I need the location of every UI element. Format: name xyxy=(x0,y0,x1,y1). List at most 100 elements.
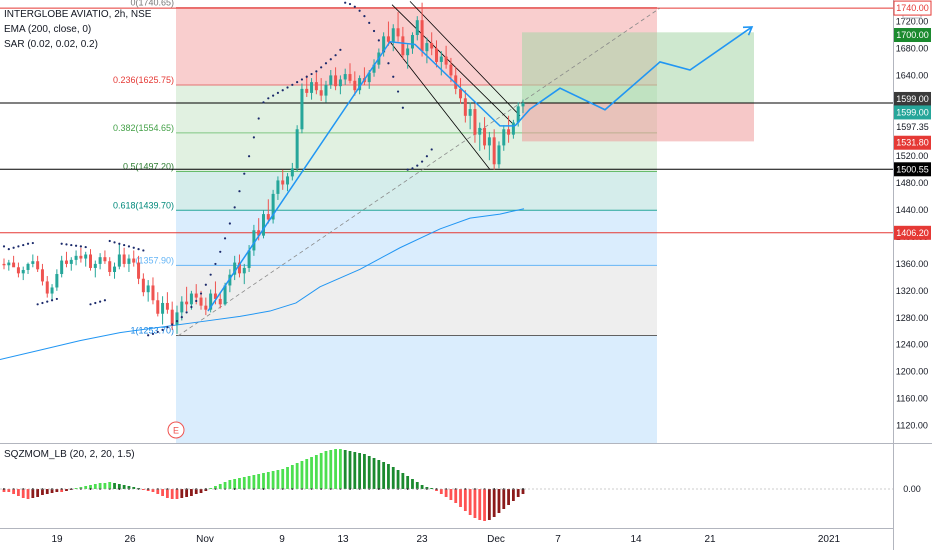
momentum-bar xyxy=(516,489,520,497)
event-marker-label: E xyxy=(173,426,179,436)
fib-label: 0(1740.65) xyxy=(130,0,174,8)
candle-body xyxy=(2,263,6,266)
candle-body xyxy=(161,302,165,314)
sar-dot xyxy=(324,62,328,65)
candle xyxy=(113,262,117,279)
momentum-bar xyxy=(343,450,347,489)
sar-dot xyxy=(118,242,121,245)
sar-dot xyxy=(166,326,169,329)
sar-dot xyxy=(262,101,265,104)
momentum-bar xyxy=(252,475,256,489)
sar-dot xyxy=(411,167,414,170)
y-tick-label: 1280.00 xyxy=(896,313,929,323)
candle xyxy=(204,297,208,316)
candle-body xyxy=(492,137,496,165)
price-badge-label: 1500.55 xyxy=(896,164,929,174)
candle-body xyxy=(151,285,155,301)
candle xyxy=(454,67,458,95)
momentum-bar xyxy=(324,451,328,489)
candle-body xyxy=(45,281,49,294)
price-badge-label: 1531.80 xyxy=(896,138,929,148)
sar-legend: SAR (0.02, 0.02, 0.2) xyxy=(4,39,98,50)
momentum-bar xyxy=(487,489,491,520)
price-badge-label: 1597.35 xyxy=(896,122,929,132)
candle-body xyxy=(122,254,126,264)
candle xyxy=(348,63,352,84)
momentum-bar xyxy=(338,449,342,489)
candle xyxy=(281,169,285,190)
momentum-bar xyxy=(363,454,366,489)
candle xyxy=(334,67,338,91)
sar-dot xyxy=(151,332,155,336)
candle xyxy=(117,243,121,270)
momentum-bar xyxy=(463,489,467,511)
sar-dot xyxy=(233,206,236,209)
momentum-bar xyxy=(353,452,357,489)
momentum-bar xyxy=(266,472,270,489)
candle-body xyxy=(60,260,64,275)
candle-body xyxy=(74,255,78,260)
sar-dot xyxy=(156,330,159,334)
sar-dot xyxy=(65,243,68,246)
candle xyxy=(468,102,472,130)
momentum-bar xyxy=(420,485,424,489)
candle xyxy=(64,251,68,268)
momentum-bar xyxy=(415,482,419,489)
candle-body xyxy=(137,262,141,279)
momentum-bar xyxy=(459,489,462,507)
candle xyxy=(386,21,390,46)
fib-label: (1357.90) xyxy=(135,255,174,265)
momentum-bar xyxy=(358,453,362,489)
candle-body xyxy=(31,261,35,264)
price-badge-bg xyxy=(894,120,931,135)
momentum-bar xyxy=(50,489,54,493)
candle-body xyxy=(209,293,213,310)
candle xyxy=(406,44,410,69)
sar-dot xyxy=(339,48,342,51)
candle-body xyxy=(348,74,352,81)
candle xyxy=(16,262,20,278)
candle-body xyxy=(454,75,458,89)
sar-dot xyxy=(17,245,20,248)
momentum-bar xyxy=(300,461,304,489)
squeeze-dot xyxy=(502,488,505,490)
candle-body xyxy=(521,103,525,107)
candle xyxy=(502,125,506,151)
candle-body xyxy=(391,28,395,42)
squeeze-dot xyxy=(118,488,121,490)
squeeze-dot xyxy=(425,488,428,490)
candle-body xyxy=(93,263,97,268)
momentum-bar xyxy=(444,489,448,497)
fib-zone xyxy=(176,335,657,443)
squeeze-dot xyxy=(377,488,380,490)
x-tick-label: 2021 xyxy=(818,534,841,545)
momentum-bar xyxy=(218,484,222,489)
candle-body xyxy=(117,254,121,267)
momentum-bar xyxy=(295,463,299,489)
candle xyxy=(127,254,131,272)
momentum-bar xyxy=(377,460,381,489)
candle-body xyxy=(199,297,203,306)
momentum-bar xyxy=(233,479,237,489)
candle-body xyxy=(36,261,40,270)
candle-body xyxy=(55,274,59,288)
candle xyxy=(98,253,102,270)
candle-body xyxy=(21,269,25,274)
candle xyxy=(329,70,333,89)
sar-dot xyxy=(430,148,433,151)
candle-body xyxy=(295,129,299,169)
fib-label: 0.5(1497.20) xyxy=(123,162,174,172)
sar-dot xyxy=(113,241,116,244)
trend-line xyxy=(207,40,515,312)
sqzmom-legend: SQZMOM_LB (20, 2, 20, 1.5) xyxy=(4,449,135,460)
squeeze-dot xyxy=(214,488,217,490)
momentum-bar xyxy=(521,489,525,494)
momentum-bar xyxy=(31,489,35,498)
sar-dot xyxy=(127,245,131,248)
sar-dot xyxy=(171,323,174,326)
candle xyxy=(141,273,145,297)
candle xyxy=(237,254,241,278)
momentum-bar xyxy=(156,489,160,494)
sar-dot xyxy=(353,5,356,8)
y-tick-label: 1440.00 xyxy=(896,205,929,215)
